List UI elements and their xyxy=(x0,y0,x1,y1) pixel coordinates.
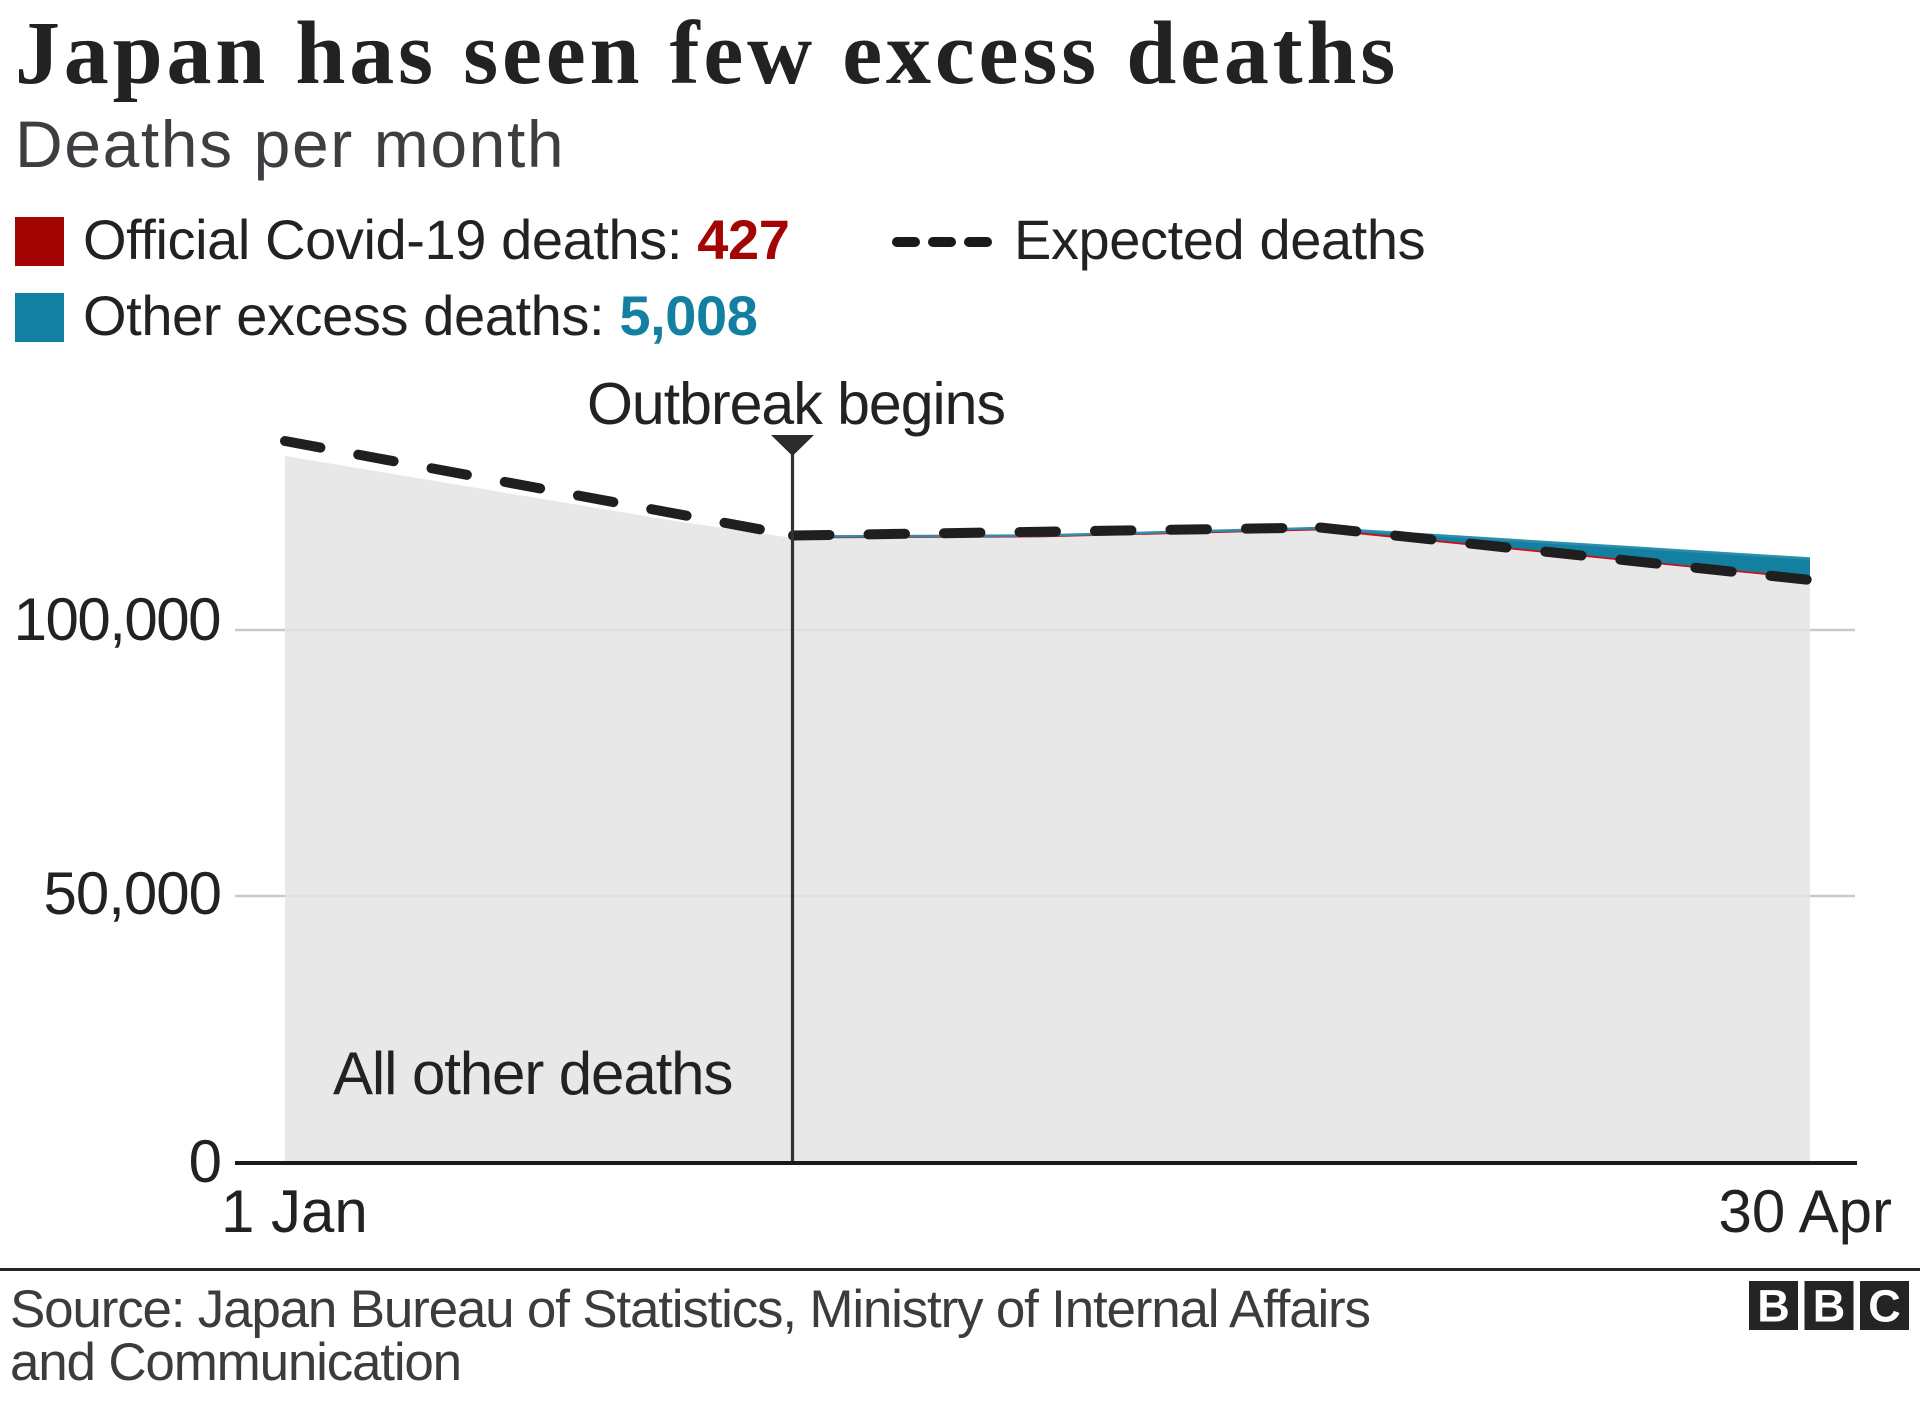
svg-text:50,000: 50,000 xyxy=(43,860,221,927)
svg-text:Expected deaths: Expected deaths xyxy=(1014,208,1425,271)
svg-text:Outbreak begins: Outbreak begins xyxy=(587,371,1005,437)
svg-text:Japan has seen few excess deat: Japan has seen few excess deaths xyxy=(15,4,1399,103)
svg-text:All other deaths: All other deaths xyxy=(333,1040,732,1107)
svg-text:1 Jan: 1 Jan xyxy=(221,1178,368,1245)
svg-text:Deaths per month: Deaths per month xyxy=(15,107,565,181)
svg-text:B: B xyxy=(1757,1281,1790,1332)
svg-text:Official Covid-19 deaths: 427: Official Covid-19 deaths: 427 xyxy=(83,208,789,271)
svg-text:and Communication: and Communication xyxy=(10,1333,461,1392)
svg-text:100,000: 100,000 xyxy=(14,586,221,653)
svg-text:30 Apr: 30 Apr xyxy=(1719,1178,1892,1245)
svg-text:Other excess deaths: 5,008: Other excess deaths: 5,008 xyxy=(83,284,757,347)
svg-text:0: 0 xyxy=(189,1128,222,1195)
svg-text:Source: Japan Bureau of Statis: Source: Japan Bureau of Statistics, Mini… xyxy=(10,1280,1370,1339)
svg-text:C: C xyxy=(1868,1281,1901,1332)
svg-text:B: B xyxy=(1813,1281,1846,1332)
